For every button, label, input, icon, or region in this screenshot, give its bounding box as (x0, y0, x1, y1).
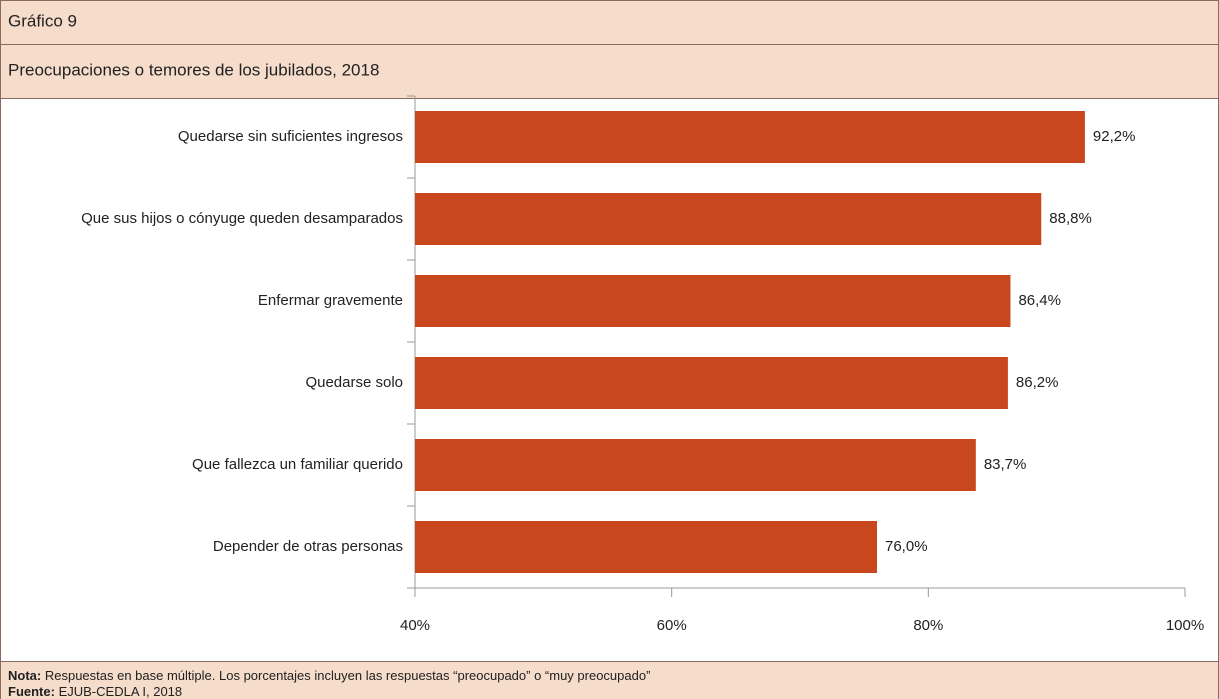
y-tick-label: Que fallezca un familiar querido (192, 456, 403, 473)
x-tick-label: 80% (913, 617, 943, 634)
note-text: Respuestas en base múltiple. Los porcent… (45, 668, 651, 683)
chart-title: Preocupaciones o temores de los jubilado… (8, 60, 379, 79)
value-label: 92,2% (1093, 128, 1136, 145)
y-tick-label: Quedarse sin suficientes ingresos (178, 128, 403, 145)
bar (415, 275, 1011, 327)
y-tick-label: Depender de otras personas (213, 538, 403, 555)
bar (415, 111, 1085, 163)
footer-box (0, 661, 1219, 699)
y-tick-label: Que sus hijos o cónyuge queden desampara… (81, 210, 403, 227)
value-label: 86,4% (1018, 292, 1061, 309)
y-tick-label: Enfermar gravemente (258, 292, 403, 309)
chart-label: Gráfico 9 (8, 11, 77, 30)
value-label: 86,2% (1016, 374, 1059, 391)
source-label: Fuente: (8, 684, 55, 699)
footer-note: Nota: Respuestas en base múltiple. Los p… (8, 668, 650, 683)
note-label: Nota: (8, 668, 41, 683)
y-tick-label: Quedarse solo (305, 374, 403, 391)
value-label: 76,0% (885, 538, 928, 555)
value-label: 83,7% (984, 456, 1027, 473)
bar (415, 357, 1008, 409)
x-tick-label: 60% (657, 617, 687, 634)
x-tick-label: 40% (400, 617, 430, 634)
bar (415, 439, 976, 491)
bar (415, 193, 1042, 245)
header-box (0, 0, 1219, 99)
source-text: EJUB-CEDLA I, 2018 (59, 684, 183, 699)
x-tick-label: 100% (1166, 617, 1204, 634)
footer-source: Fuente: EJUB-CEDLA I, 2018 (8, 684, 182, 699)
bar (415, 521, 877, 573)
value-label: 88,8% (1049, 210, 1092, 227)
